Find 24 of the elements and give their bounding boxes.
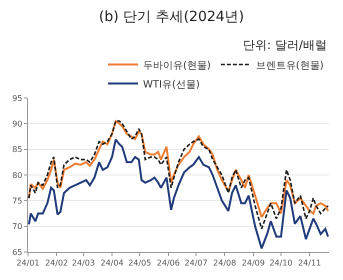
y-tick-label: 80 xyxy=(12,170,22,180)
y-tick-label: 65 xyxy=(12,248,22,257)
y-tick-label: 70 xyxy=(12,222,22,232)
x-tick-label: 24/03 xyxy=(72,258,95,268)
x-tick-label: 24/07 xyxy=(184,258,208,268)
legend-label: 브렌트유(현물) xyxy=(256,60,324,72)
text: 단위: 달러/배럴 xyxy=(243,38,327,52)
y-tick-label: 95 xyxy=(12,94,22,103)
line-series xyxy=(28,138,329,250)
x-tick-label: 24/02 xyxy=(45,258,68,268)
x-tick-label: 24/09 xyxy=(242,258,265,268)
x-tick-label: 24/05 xyxy=(128,258,152,268)
legend-label: WTI유(선물) xyxy=(143,79,200,90)
x-tick-label: 24/04 xyxy=(100,258,124,268)
x-tick-label: 24/06 xyxy=(156,258,180,268)
y-tick-label: 90 xyxy=(12,119,22,128)
legend-label: 두바이유(현물) xyxy=(143,60,211,72)
chart-title: (b) 단기 추세(2024년) xyxy=(98,9,244,25)
x-tick-label: 24/10 xyxy=(269,258,293,268)
x-tick-label: 24/01 xyxy=(16,258,40,268)
y-tick-label: 75 xyxy=(12,196,22,206)
x-tick-label: 24/08 xyxy=(213,258,236,268)
y-tick-label: 85 xyxy=(12,145,22,154)
x-tick-label: 24/11 xyxy=(298,258,322,268)
